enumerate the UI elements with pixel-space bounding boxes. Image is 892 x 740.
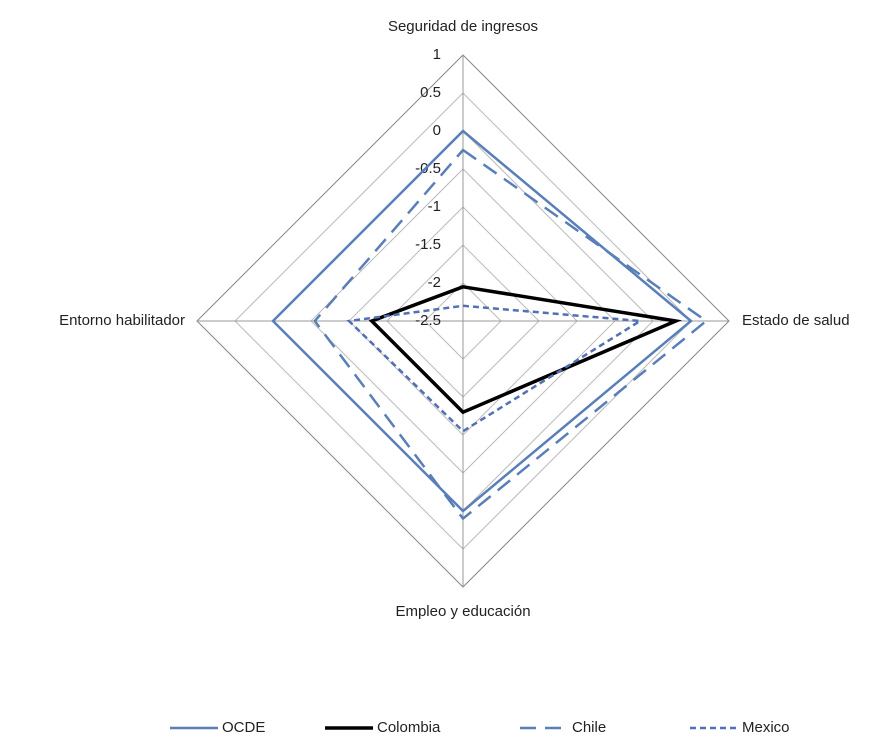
category-label: Empleo y educación [395, 603, 530, 620]
r-tick-label: -2 [428, 274, 441, 291]
category-label: Entorno habilitador [59, 312, 185, 329]
series-line [346, 304, 644, 433]
r-tick-label: 1 [433, 46, 441, 63]
category-label: Estado de salud [742, 312, 850, 329]
r-tick-label: -1 [428, 198, 441, 215]
r-tick-label: -1.5 [415, 236, 441, 253]
r-tick-label: 0.5 [420, 84, 441, 101]
r-tick-label: -2.5 [415, 312, 441, 329]
category-label: Seguridad de ingresos [388, 18, 538, 35]
legend-label: OCDE [222, 719, 265, 736]
series-line [313, 148, 709, 521]
legend-label: Mexico [742, 719, 790, 736]
r-tick-label: 0 [433, 122, 441, 139]
legend-label: Chile [572, 719, 606, 736]
legend-label: Colombia [377, 719, 441, 736]
series-line [368, 284, 683, 415]
